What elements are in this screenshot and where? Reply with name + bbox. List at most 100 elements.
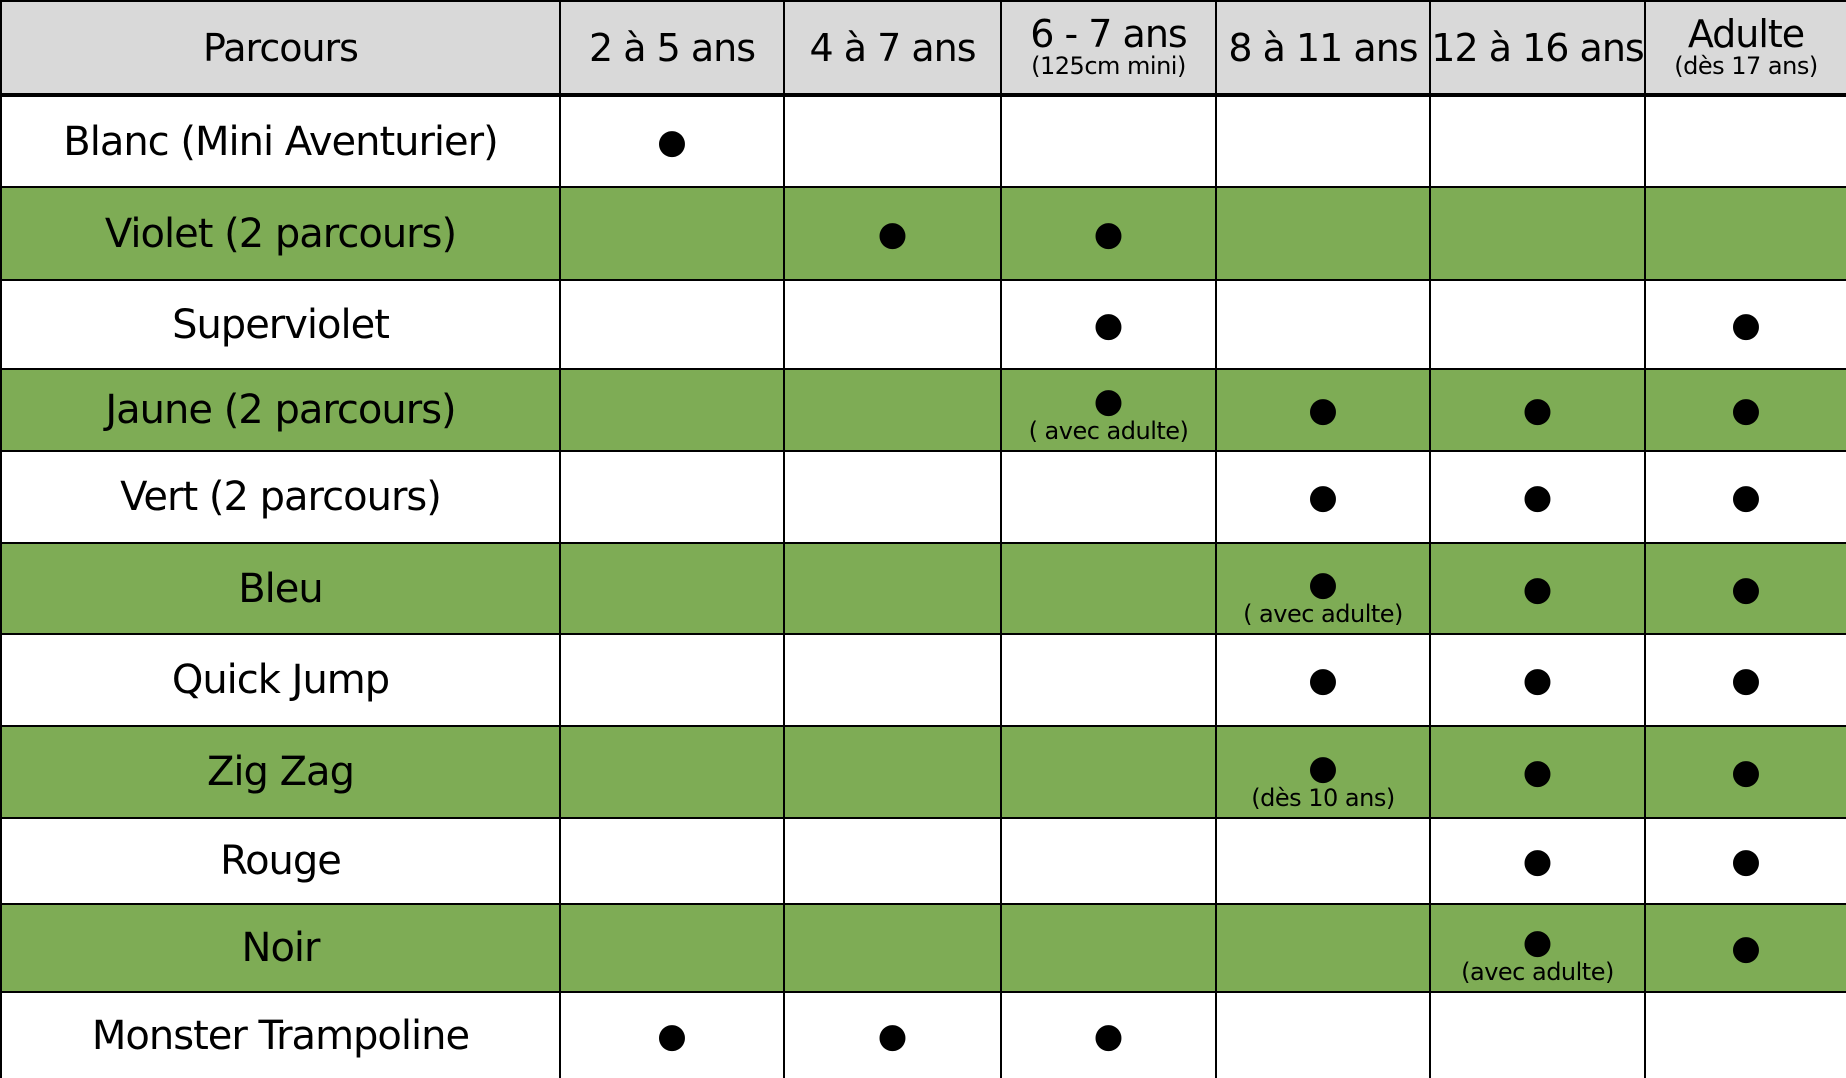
row-name: Blanc (Mini Aventurier)	[63, 118, 498, 165]
dot: ●	[1093, 304, 1124, 345]
table-row: Monster Trampoline ● ● ●	[0, 991, 1846, 1078]
table-cell	[1429, 186, 1646, 281]
table-cell	[1429, 991, 1646, 1078]
row-name-cell: Violet (2 parcours)	[0, 186, 561, 281]
header-cell: Adulte (dès 17 ans)	[1644, 0, 1846, 97]
header-label: 8 à 11 ans	[1228, 25, 1418, 70]
table-cell: ●	[1429, 817, 1646, 905]
table-cell	[1644, 94, 1846, 188]
dot: ●	[877, 213, 908, 254]
table-cell	[783, 279, 1002, 370]
header-label: 4 à 7 ans	[809, 25, 976, 70]
table-cell	[1215, 903, 1431, 993]
header-cell: Parcours	[0, 0, 561, 97]
row-name: Superviolet	[172, 301, 390, 348]
table-cell: ●	[1644, 725, 1846, 819]
table-cell: ●	[559, 94, 785, 188]
table-cell: ●( avec adulte)	[1000, 368, 1217, 452]
table-cell: ●	[1000, 279, 1217, 370]
dot: ●	[1522, 752, 1553, 792]
dot: ●	[657, 1015, 687, 1056]
header-sublabel: (125cm mini)	[1031, 52, 1186, 81]
row-name: Vert (2 parcours)	[120, 474, 442, 520]
table-row: Bleu ●( avec adulte) ● ●	[0, 542, 1846, 635]
table-cell: ●	[1215, 633, 1431, 727]
table-cell: ●	[1215, 450, 1431, 544]
dot: ●	[1522, 390, 1553, 430]
table-row: Noir ● (avec adulte) ●	[0, 903, 1846, 993]
table-cell: ●	[1429, 450, 1646, 544]
table-cell	[1000, 817, 1217, 905]
table-cell: ●	[1429, 368, 1646, 452]
row-name-cell: Blanc (Mini Aventurier)	[0, 94, 561, 188]
dot: ●	[1731, 304, 1761, 345]
header-label: Parcours	[203, 25, 359, 70]
header-row: Parcours 2 à 5 ans 4 à 7 ans 6 - 7 ans (125c…	[0, 0, 1846, 97]
row-name-cell: Bleu	[0, 542, 561, 635]
table-cell: ●	[783, 186, 1002, 281]
table-cell	[559, 186, 785, 281]
table-body: Blanc (Mini Aventurier) ● Violet (2 parcou…	[0, 94, 1846, 1078]
table-cell: ●	[783, 991, 1002, 1078]
dot: ●	[1093, 213, 1124, 254]
table-cell	[1000, 903, 1217, 993]
table-cell: ●	[1429, 633, 1646, 727]
table-cell: ●	[1644, 903, 1846, 993]
row-name: Rouge	[220, 838, 342, 884]
table-cell	[1000, 725, 1217, 819]
dot: ●	[1731, 477, 1761, 517]
dot: ●	[1308, 563, 1338, 604]
table-cell: ●	[1644, 368, 1846, 452]
dot: ●	[1731, 841, 1761, 881]
row-name-cell: Quick Jump	[0, 633, 561, 727]
dot: ●	[1522, 921, 1553, 962]
header-label: 12 à 16 ans	[1431, 25, 1644, 70]
table-cell	[559, 368, 785, 452]
row-name: Monster Trampoline	[91, 1012, 470, 1059]
table-cell: ● (dès 10 ans)	[1215, 725, 1431, 819]
table-cell	[559, 903, 785, 993]
row-name: Bleu	[238, 565, 324, 612]
table-cell	[559, 279, 785, 370]
table-cell: ●	[1215, 368, 1431, 452]
header-cell: 4 à 7 ans	[783, 0, 1002, 97]
dot: ●	[877, 1015, 908, 1056]
table-cell	[559, 542, 785, 635]
table-cell	[1429, 279, 1646, 370]
row-name: Noir	[241, 925, 321, 971]
dot: ●	[1731, 928, 1761, 968]
table-cell	[783, 368, 1002, 452]
cell-note: ( avec adulte)	[1028, 416, 1189, 445]
table-cell	[783, 633, 1002, 727]
row-name-cell: Vert (2 parcours)	[0, 450, 561, 544]
table-cell: ●	[1644, 450, 1846, 544]
table-row: Vert (2 parcours) ● ● ●	[0, 450, 1846, 544]
table-row: Jaune (2 parcours) ●( avec adulte) ● ● ●	[0, 368, 1846, 452]
table-cell: ● (avec adulte)	[1429, 903, 1646, 993]
dot: ●	[657, 121, 687, 162]
row-name-cell: Noir	[0, 903, 561, 993]
row-name: Quick Jump	[171, 657, 390, 703]
table-cell	[1215, 817, 1431, 905]
table-cell: ●	[559, 991, 785, 1078]
table-cell: ●( avec adulte)	[1215, 542, 1431, 635]
dot: ●	[1731, 390, 1761, 430]
dot: ●	[1522, 841, 1553, 881]
table-row: Superviolet ● ●	[0, 279, 1846, 370]
header-cell: 2 à 5 ans	[559, 0, 785, 97]
table-cell	[1000, 633, 1217, 727]
table-cell	[1644, 991, 1846, 1078]
header-label: 6 - 7 ans	[1030, 12, 1187, 57]
row-name-cell: Superviolet	[0, 279, 561, 370]
dot: ●	[1093, 1015, 1124, 1056]
cell-note: (avec adulte)	[1461, 957, 1614, 986]
dot: ●	[1308, 660, 1338, 700]
table-cell	[559, 817, 785, 905]
dot: ●	[1308, 747, 1338, 788]
table-cell	[783, 725, 1002, 819]
table-cell: ●	[1429, 725, 1646, 819]
dot: ●	[1731, 568, 1761, 609]
row-name-cell: Jaune (2 parcours)	[0, 368, 561, 452]
